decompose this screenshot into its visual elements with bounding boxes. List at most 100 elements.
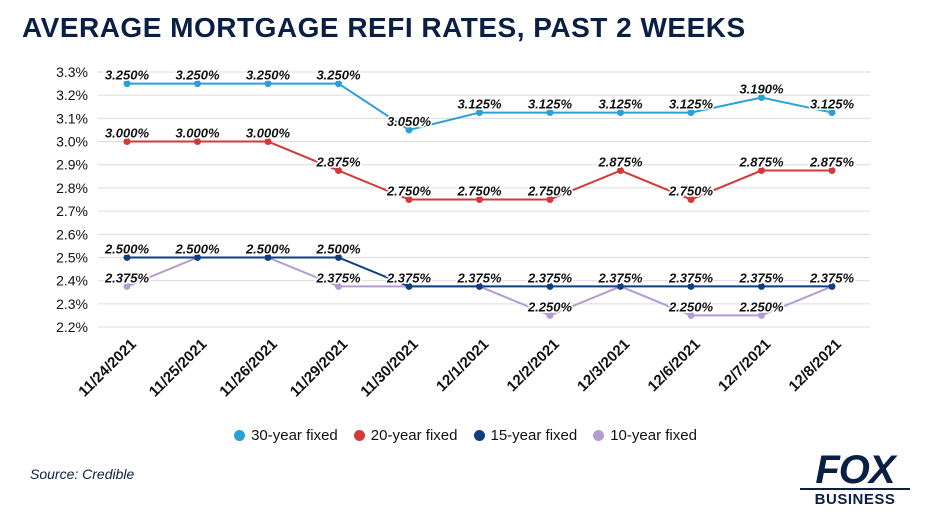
logo-business-text: BUSINESS [800,488,910,508]
data-label: 3.125% [528,97,573,112]
data-point [405,126,413,134]
data-point [476,196,483,203]
data-label: 2.500% [174,241,220,256]
data-point [476,109,483,117]
data-point [405,196,413,203]
x-tick-label: 11/26/2021 [216,336,281,401]
legend-label: 10-year fixed [610,427,697,444]
logo-fox-text: FOX [815,448,895,492]
data-label: 2.875% [809,155,855,170]
data-point [546,196,554,203]
data-label: 2.875% [738,155,784,170]
legend-marker [234,430,246,441]
data-label: 2.250% [527,299,573,314]
data-point [194,253,201,261]
x-tick-label: 12/2/2021 [504,336,563,395]
data-point [828,167,836,175]
data-point [194,138,201,146]
data-label: 2.750% [527,184,573,199]
data-label: 2.375% [668,270,714,285]
data-point [758,167,765,175]
legend-label: 15-year fixed [490,427,578,444]
y-tick-label: 2.3% [56,296,88,312]
data-label: 3.250% [105,68,150,83]
data-label: 2.375% [315,270,361,285]
legend-item: 30-year fixed [234,427,338,444]
data-label: 3.125% [598,97,643,112]
data-label: 2.500% [104,241,150,256]
data-label: 3.190% [739,82,784,97]
data-point [617,109,624,117]
data-point [264,138,272,146]
legend-label: 20-year fixed [370,427,458,444]
y-tick-label: 3.1% [56,110,88,126]
y-tick-label: 2.9% [56,157,88,173]
y-tick-label: 3.0% [56,134,88,150]
data-point [194,80,201,88]
data-label: 3.250% [175,68,220,83]
legend-marker [473,430,485,441]
data-label: 2.375% [104,270,150,285]
y-tick-label: 2.7% [56,203,88,219]
data-label: 2.375% [597,270,643,285]
x-tick-label: 11/24/2021 [75,336,140,401]
data-label: 2.250% [668,299,714,314]
x-tick-label: 12/1/2021 [433,336,492,395]
data-point [758,311,765,319]
data-label: 2.500% [245,241,291,256]
x-tick-label: 11/30/2021 [357,336,422,401]
data-point [828,109,836,117]
data-point [758,94,765,101]
data-point [123,253,131,261]
legend-marker [593,430,605,441]
data-label: 3.000% [175,126,220,141]
legend-marker [353,430,365,441]
data-point [476,282,483,290]
data-label: 2.500% [315,241,361,256]
y-tick-label: 2.8% [56,180,88,196]
y-tick-label: 2.4% [56,273,88,289]
line-chart: 3.3% 3.2% 3.1% 3.0% 2.9% 2.8% 2.7% 2.6% 2.5% 2.4%… [56,64,870,401]
source-note: Source: Credible [30,466,135,482]
data-label: 3.250% [316,68,361,83]
data-label: 2.750% [456,184,502,199]
data-label: 2.750% [668,184,714,199]
x-tick-label: 12/7/2021 [715,336,774,395]
legend-item: 20-year fixed [353,427,458,444]
data-label: 2.375% [809,270,855,285]
x-tick-label: 12/3/2021 [574,336,633,395]
y-tick-label: 2.5% [56,249,88,265]
data-point [617,167,624,175]
x-tick-label: 12/8/2021 [786,336,845,395]
data-label: 3.125% [669,97,714,112]
data-label: 3.000% [246,126,291,141]
data-point [123,282,131,290]
data-label: 2.250% [738,299,784,314]
data-point [687,311,695,319]
y-tick-label: 3.3% [56,64,88,80]
data-point [687,282,695,290]
data-point [617,282,624,290]
data-label: 3.125% [457,97,502,112]
legend-item: 15-year fixed [473,427,578,444]
data-label: 3.050% [387,114,432,129]
x-tick-label: 11/29/2021 [287,336,352,401]
data-label: 2.375% [527,270,573,285]
data-label: 2.875% [315,155,361,170]
data-point [546,282,554,290]
data-point [123,80,131,88]
data-point [123,138,131,146]
data-point [758,282,765,290]
chart-title: AVERAGE MORTGAGE REFI RATES, PAST 2 WEEK… [22,12,746,43]
data-label: 2.875% [597,155,643,170]
x-tick-label: 12/6/2021 [645,336,704,395]
data-point [335,80,342,88]
y-tick-label: 3.2% [56,87,88,103]
legend-item: 10-year fixed [593,427,697,444]
data-point [828,282,836,290]
chart-legend: 30-year fixed 20-year fixed 15-year fixed 1… [0,427,931,444]
data-point [264,253,272,261]
data-point [546,311,554,319]
data-point [546,109,554,117]
legend-label: 30-year fixed [251,427,338,444]
